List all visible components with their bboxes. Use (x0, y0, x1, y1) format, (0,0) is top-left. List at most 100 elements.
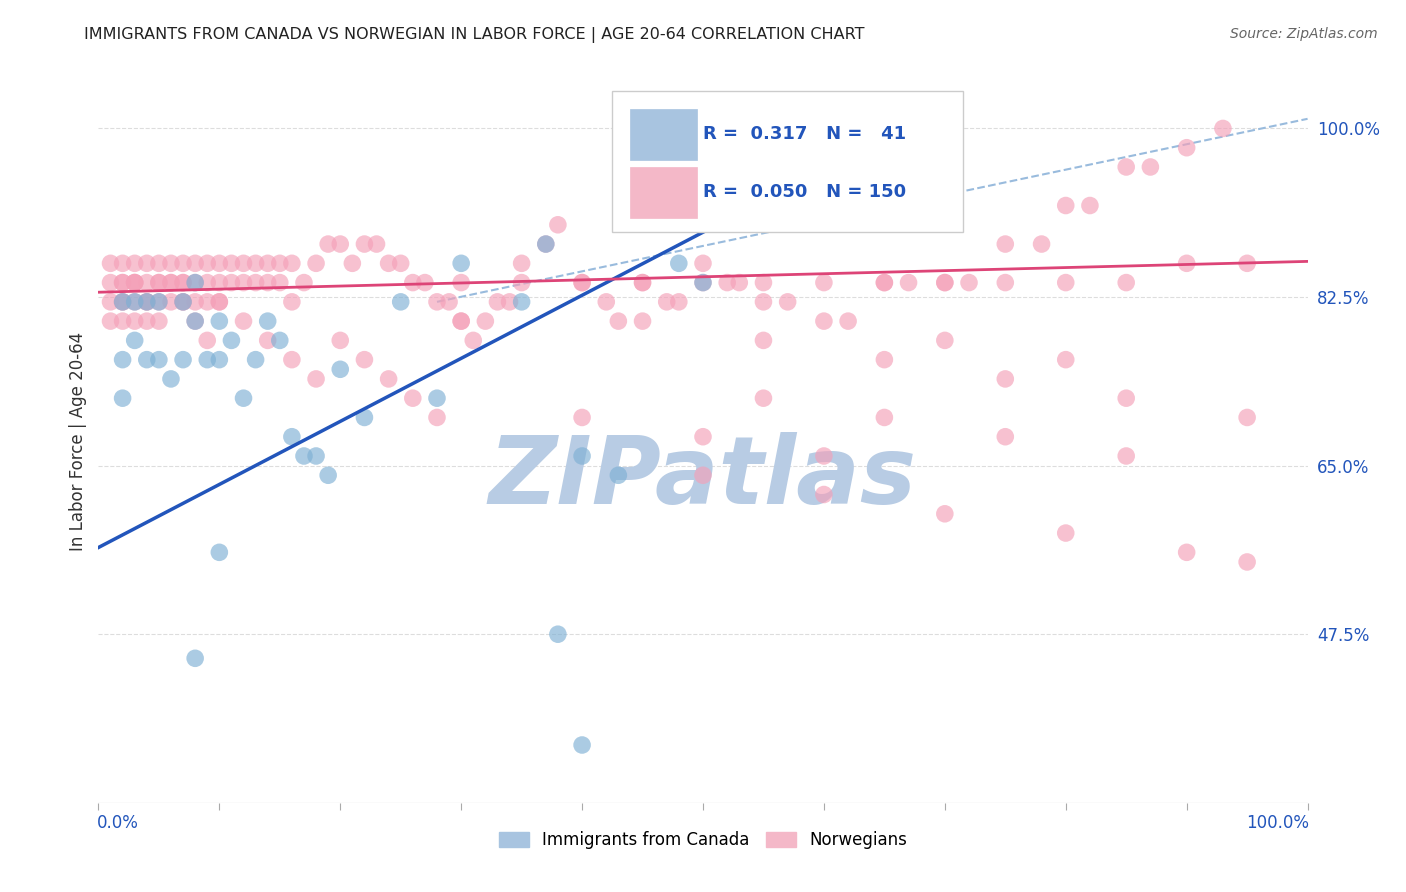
Point (329, 334, 352, 348)
Point (135, 352, 157, 367)
Point (607, 468, 630, 483)
Point (281, 256, 304, 270)
Point (208, 256, 231, 270)
FancyBboxPatch shape (613, 91, 963, 232)
Point (474, 314, 496, 328)
Point (256, 314, 278, 328)
Point (148, 314, 170, 328)
Point (692, 256, 714, 270)
Point (221, 276, 243, 290)
Point (184, 276, 207, 290)
Point (873, 352, 896, 367)
Point (221, 334, 243, 348)
Point (100, 276, 122, 290)
Point (631, 276, 654, 290)
Point (547, 218, 569, 232)
Point (752, 334, 775, 348)
Point (668, 294, 690, 309)
Point (534, 237, 557, 252)
Point (172, 294, 194, 309)
Point (1115, 160, 1137, 174)
Point (245, 352, 267, 367)
Point (450, 314, 472, 328)
Point (413, 276, 436, 290)
Point (631, 276, 654, 290)
Point (172, 276, 194, 290)
Point (1115, 276, 1137, 290)
Point (232, 391, 254, 405)
Point (571, 276, 593, 290)
Point (221, 256, 243, 270)
FancyBboxPatch shape (630, 167, 697, 218)
Point (426, 391, 449, 405)
Point (1078, 198, 1101, 212)
Point (111, 391, 134, 405)
Point (994, 430, 1017, 444)
Point (631, 314, 654, 328)
Point (172, 294, 194, 309)
Point (195, 352, 218, 367)
Point (329, 237, 352, 252)
Point (135, 276, 157, 290)
Point (256, 276, 278, 290)
Point (873, 410, 896, 425)
Point (160, 256, 183, 270)
Point (184, 651, 207, 665)
Point (402, 391, 425, 405)
Point (232, 256, 254, 270)
Point (837, 314, 859, 328)
Point (232, 276, 254, 290)
Point (389, 294, 412, 309)
Point (813, 449, 835, 463)
Text: R =  0.050   N = 150: R = 0.050 N = 150 (703, 183, 905, 202)
Point (534, 237, 557, 252)
Point (172, 276, 194, 290)
Point (208, 352, 231, 367)
Point (124, 276, 146, 290)
Point (692, 276, 714, 290)
Point (1175, 256, 1198, 270)
Point (135, 314, 157, 328)
Text: 0.0%: 0.0% (97, 814, 139, 832)
Point (994, 372, 1017, 386)
Point (571, 410, 593, 425)
Point (1115, 391, 1137, 405)
Point (292, 449, 315, 463)
Point (1236, 555, 1258, 569)
Point (1175, 141, 1198, 155)
Point (450, 256, 472, 270)
Point (124, 294, 146, 309)
Point (437, 294, 460, 309)
Point (607, 314, 630, 328)
Point (208, 294, 231, 309)
Point (160, 276, 183, 290)
Point (813, 487, 835, 501)
Point (111, 276, 134, 290)
Text: IMMIGRANTS FROM CANADA VS NORWEGIAN IN LABOR FORCE | AGE 20-64 CORRELATION CHART: IMMIGRANTS FROM CANADA VS NORWEGIAN IN L… (84, 27, 865, 43)
Point (1115, 449, 1137, 463)
Point (184, 276, 207, 290)
Point (269, 334, 291, 348)
Point (1236, 410, 1258, 425)
Point (124, 276, 146, 290)
Point (111, 352, 134, 367)
Point (873, 276, 896, 290)
Point (571, 449, 593, 463)
Point (377, 372, 399, 386)
Point (486, 294, 509, 309)
Point (184, 256, 207, 270)
Point (510, 276, 533, 290)
Point (232, 314, 254, 328)
Point (463, 334, 485, 348)
Point (124, 256, 146, 270)
Text: ZIPatlas: ZIPatlas (489, 432, 917, 524)
Point (728, 276, 751, 290)
Point (172, 256, 194, 270)
Point (281, 352, 304, 367)
Point (595, 294, 617, 309)
Point (692, 276, 714, 290)
Point (752, 294, 775, 309)
Point (305, 256, 328, 270)
Point (160, 372, 183, 386)
Point (934, 507, 956, 521)
